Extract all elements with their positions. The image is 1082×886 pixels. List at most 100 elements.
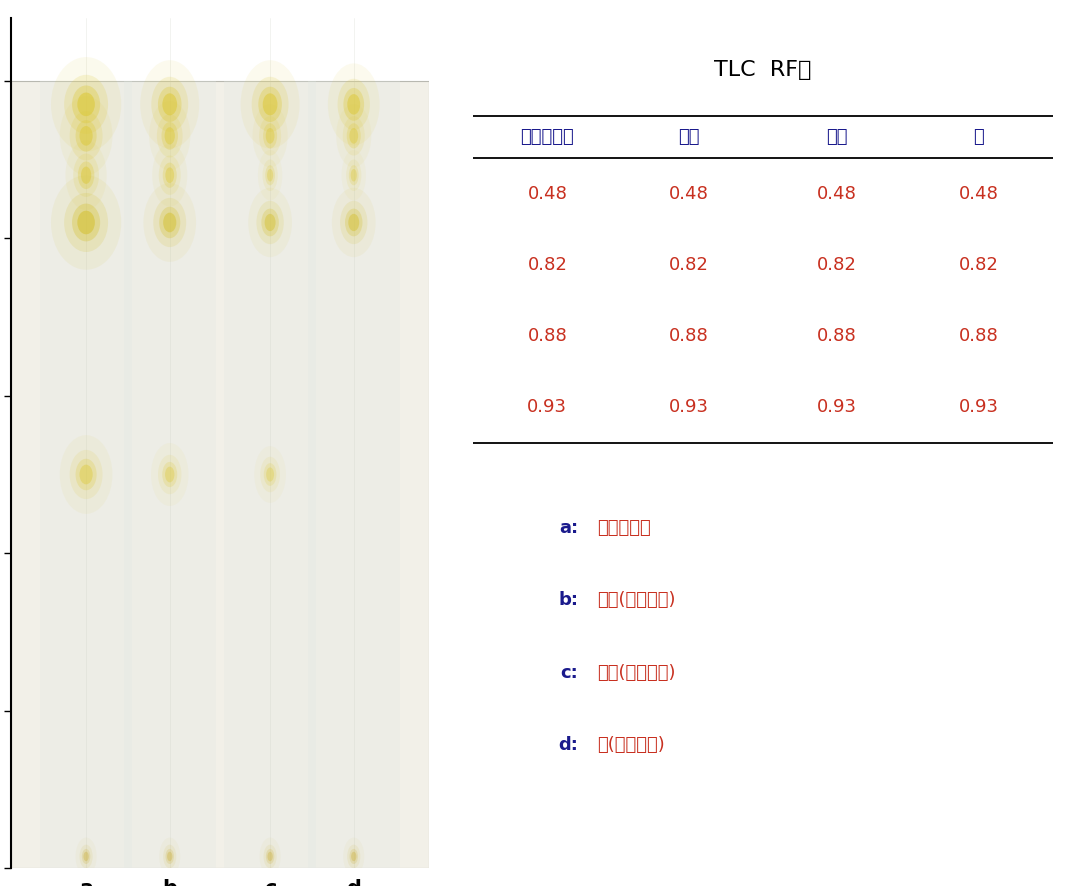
Text: 검: 검 bbox=[974, 128, 985, 146]
Text: 0.82: 0.82 bbox=[669, 256, 709, 274]
Ellipse shape bbox=[154, 198, 186, 247]
Ellipse shape bbox=[351, 169, 357, 182]
Ellipse shape bbox=[66, 141, 107, 210]
Ellipse shape bbox=[349, 849, 358, 864]
Text: 0.48: 0.48 bbox=[959, 184, 999, 203]
Ellipse shape bbox=[267, 851, 273, 861]
Ellipse shape bbox=[162, 163, 176, 188]
Text: 홍화황색소: 홍화황색소 bbox=[520, 128, 575, 146]
Ellipse shape bbox=[264, 463, 276, 486]
Ellipse shape bbox=[163, 844, 176, 868]
Ellipse shape bbox=[348, 165, 358, 185]
Text: 0.48: 0.48 bbox=[527, 184, 567, 203]
Ellipse shape bbox=[77, 92, 95, 116]
Ellipse shape bbox=[72, 85, 101, 123]
Ellipse shape bbox=[72, 204, 101, 241]
Text: 0.93: 0.93 bbox=[817, 399, 857, 416]
Ellipse shape bbox=[162, 93, 177, 115]
Ellipse shape bbox=[76, 459, 96, 490]
Ellipse shape bbox=[328, 64, 380, 145]
Text: b:: b: bbox=[558, 591, 578, 610]
Text: 0.82: 0.82 bbox=[817, 256, 857, 274]
Ellipse shape bbox=[349, 128, 358, 144]
Ellipse shape bbox=[263, 123, 277, 149]
Ellipse shape bbox=[343, 88, 365, 120]
Ellipse shape bbox=[346, 123, 360, 149]
Text: 0.88: 0.88 bbox=[959, 327, 999, 346]
Ellipse shape bbox=[161, 122, 177, 150]
Text: 0.93: 0.93 bbox=[669, 399, 709, 416]
Ellipse shape bbox=[158, 87, 182, 122]
Ellipse shape bbox=[166, 167, 174, 183]
Text: 딹류(꽃찹쌍딹): 딹류(꽃찹쌍딹) bbox=[596, 591, 675, 610]
Text: 빵류(바바리안): 빵류(바바리안) bbox=[596, 664, 675, 681]
Text: a:: a: bbox=[559, 519, 578, 537]
Bar bbox=[307, 81, 399, 868]
Ellipse shape bbox=[151, 77, 188, 132]
Ellipse shape bbox=[256, 201, 283, 245]
Ellipse shape bbox=[166, 467, 174, 482]
Ellipse shape bbox=[346, 159, 361, 191]
Ellipse shape bbox=[259, 116, 281, 156]
Text: 홍화황색소: 홍화황색소 bbox=[596, 519, 650, 537]
Text: 0.88: 0.88 bbox=[669, 327, 709, 346]
Ellipse shape bbox=[265, 165, 275, 185]
Ellipse shape bbox=[77, 211, 95, 234]
Ellipse shape bbox=[265, 214, 276, 231]
Ellipse shape bbox=[340, 201, 368, 245]
Ellipse shape bbox=[64, 74, 108, 134]
Ellipse shape bbox=[332, 188, 375, 257]
Text: 0.48: 0.48 bbox=[817, 184, 857, 203]
Ellipse shape bbox=[74, 153, 98, 197]
Ellipse shape bbox=[261, 457, 280, 493]
Ellipse shape bbox=[69, 450, 103, 499]
Ellipse shape bbox=[248, 188, 292, 257]
Ellipse shape bbox=[252, 105, 288, 167]
Ellipse shape bbox=[51, 175, 121, 269]
Text: 빵류: 빵류 bbox=[827, 128, 847, 146]
Bar bbox=[224, 81, 316, 868]
Text: c:: c: bbox=[560, 664, 578, 681]
Ellipse shape bbox=[82, 849, 90, 864]
Ellipse shape bbox=[347, 844, 360, 868]
Ellipse shape bbox=[79, 844, 93, 868]
Ellipse shape bbox=[83, 851, 89, 861]
Ellipse shape bbox=[64, 193, 108, 252]
Ellipse shape bbox=[78, 161, 94, 189]
Text: TLC  RF값: TLC RF값 bbox=[714, 60, 812, 81]
Ellipse shape bbox=[159, 206, 181, 238]
Ellipse shape bbox=[338, 79, 370, 130]
Ellipse shape bbox=[79, 464, 93, 485]
Ellipse shape bbox=[162, 462, 177, 487]
Ellipse shape bbox=[337, 105, 371, 167]
Text: 0.88: 0.88 bbox=[527, 327, 567, 346]
Ellipse shape bbox=[141, 60, 199, 149]
Text: 0.82: 0.82 bbox=[527, 256, 567, 274]
Ellipse shape bbox=[264, 844, 277, 868]
Text: 0.48: 0.48 bbox=[669, 184, 709, 203]
Text: 검(아이스쿨): 검(아이스쿨) bbox=[596, 736, 664, 754]
Text: 0.93: 0.93 bbox=[527, 399, 567, 416]
Ellipse shape bbox=[254, 447, 286, 503]
Ellipse shape bbox=[266, 849, 275, 864]
Ellipse shape bbox=[263, 93, 277, 115]
Ellipse shape bbox=[263, 159, 278, 191]
Ellipse shape bbox=[266, 468, 274, 482]
Ellipse shape bbox=[342, 150, 366, 200]
Ellipse shape bbox=[151, 443, 188, 506]
Ellipse shape bbox=[267, 169, 273, 182]
Ellipse shape bbox=[347, 94, 360, 114]
Ellipse shape bbox=[343, 116, 365, 156]
Ellipse shape bbox=[258, 150, 282, 200]
Ellipse shape bbox=[158, 455, 182, 494]
Ellipse shape bbox=[144, 183, 196, 262]
Ellipse shape bbox=[157, 114, 183, 158]
Ellipse shape bbox=[164, 128, 175, 144]
Ellipse shape bbox=[149, 101, 190, 170]
Ellipse shape bbox=[79, 126, 93, 145]
Text: 0.93: 0.93 bbox=[959, 399, 999, 416]
Ellipse shape bbox=[76, 120, 96, 152]
Text: d:: d: bbox=[558, 736, 578, 754]
Ellipse shape bbox=[266, 128, 275, 144]
Ellipse shape bbox=[345, 208, 362, 237]
